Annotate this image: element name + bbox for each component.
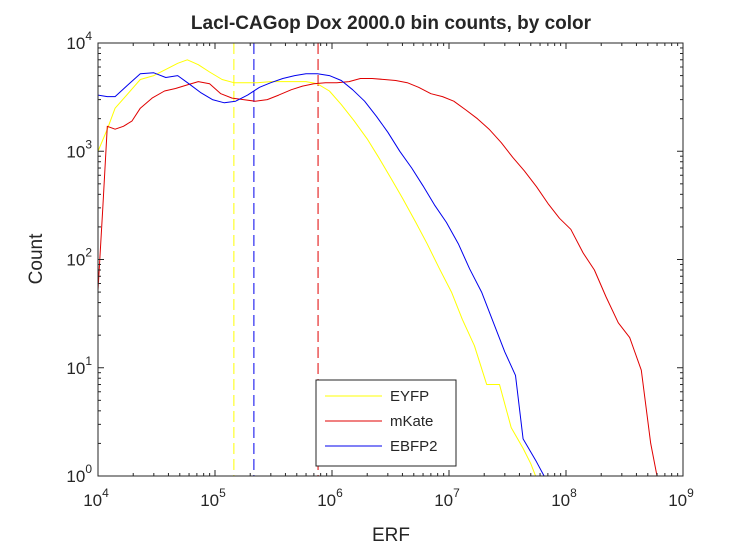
x-tick-label: 108 (551, 486, 577, 510)
legend: EYFP mKate EBFP2 (315, 379, 457, 467)
y-tick-label: 101 (66, 354, 92, 378)
x-tick-label: 107 (434, 486, 460, 510)
y-tick-label: 104 (66, 29, 92, 53)
legend-label-ebfp2: EBFP2 (390, 438, 438, 455)
series-line-ebfp2 (98, 72, 545, 476)
chart-title-layer: LacI-CAGop Dox 2000.0 bin counts, by col… (191, 13, 592, 34)
x-tick-label: 104 (83, 486, 109, 510)
plot-area (98, 43, 658, 476)
x-tick-label: 106 (317, 486, 343, 510)
x-tick-label: 109 (668, 486, 694, 510)
y-tick-label: 103 (66, 137, 92, 161)
y-tick-label: 100 (66, 462, 92, 486)
axes: 104 105 106 107 108 109 100 101 102 103 104 (66, 29, 694, 510)
y-tick-label: 102 (66, 246, 92, 270)
series-line-mkate (98, 78, 658, 476)
legend-label-eyfp: EYFP (390, 388, 429, 405)
chart-title: LacI-CAGop Dox 2000.0 bin counts, by col… (191, 13, 592, 34)
legend-box (315, 379, 457, 467)
legend-label-mkate: mKate (390, 413, 433, 430)
y-axis-label: Count (26, 233, 47, 284)
x-axis-label: ERF (372, 525, 410, 546)
x-tick-label: 105 (200, 486, 226, 510)
